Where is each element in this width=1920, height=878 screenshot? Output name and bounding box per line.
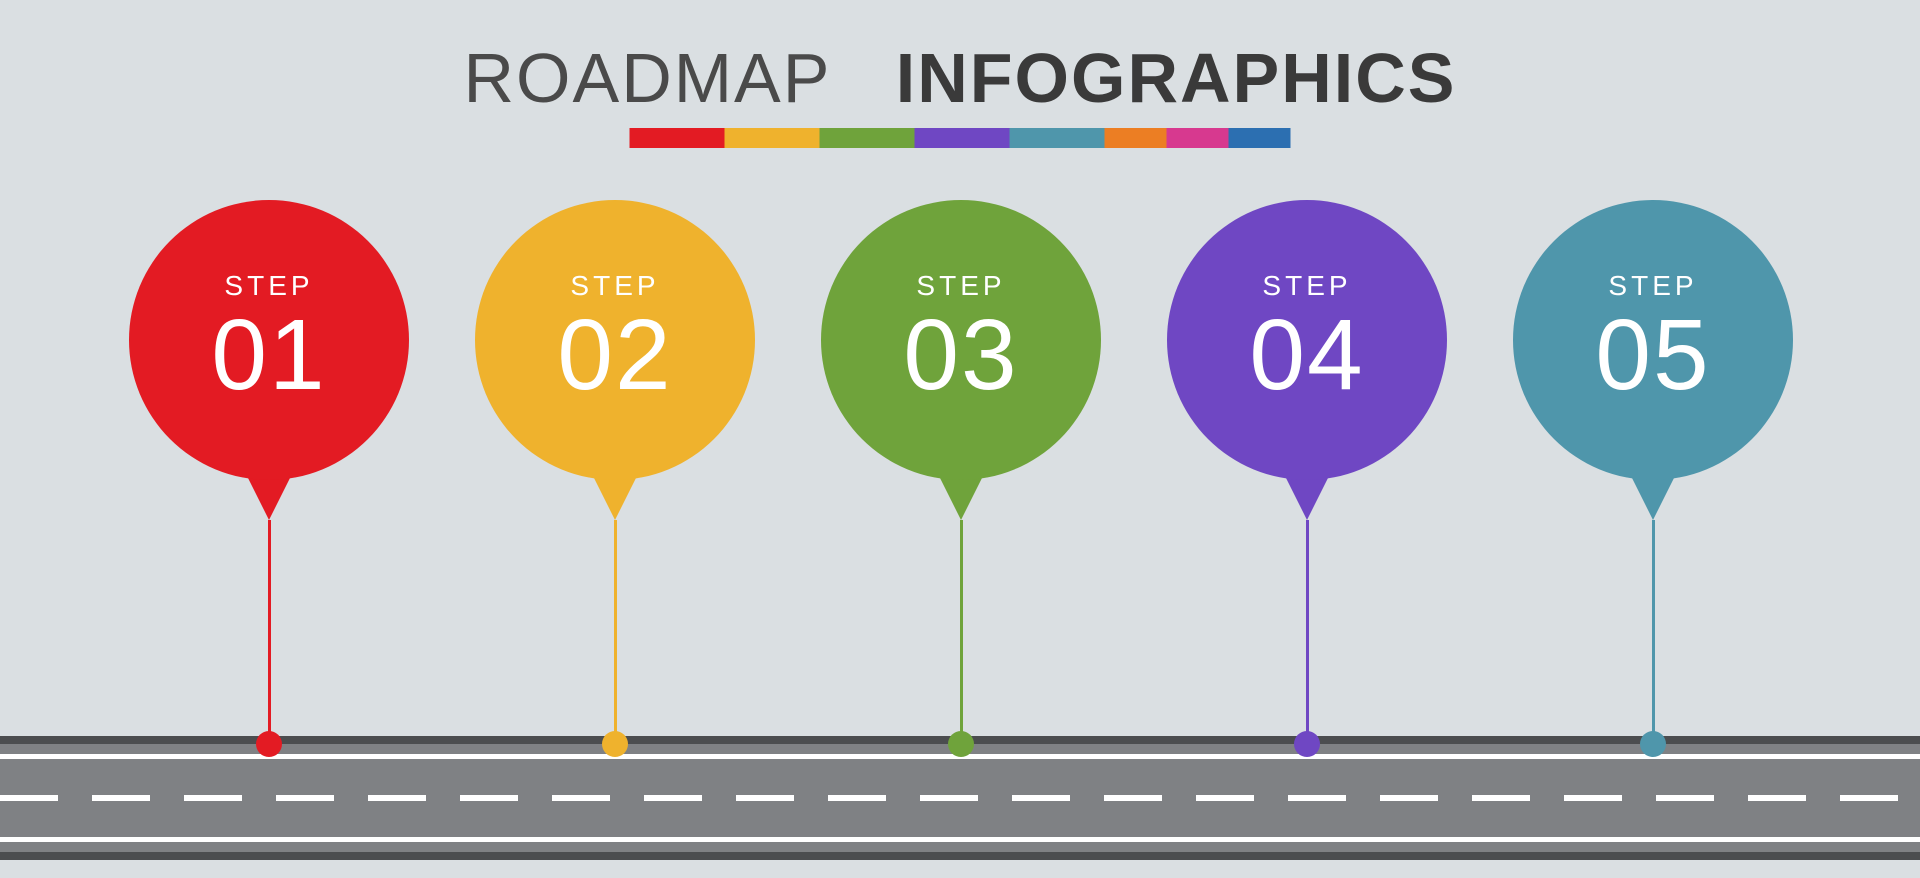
title-word-1: ROADMAP — [464, 39, 832, 117]
step-bubble: STEP04 — [1167, 200, 1447, 480]
road-stripe-bottom — [0, 837, 1920, 842]
step-pin-05: STEP05 — [1513, 200, 1793, 757]
step-pin-02: STEP02 — [475, 200, 755, 757]
step-number: 04 — [1167, 298, 1447, 413]
pin-dot-icon — [602, 731, 628, 757]
colorbar-segment-7 — [1167, 128, 1229, 148]
step-number: 03 — [821, 298, 1101, 413]
step-bubble: STEP05 — [1513, 200, 1793, 480]
title-colorbar — [630, 128, 1291, 148]
step-pin-04: STEP04 — [1167, 200, 1447, 757]
step-pin-03: STEP03 — [821, 200, 1101, 757]
colorbar-segment-4 — [915, 128, 1010, 148]
road-bottom-border — [0, 852, 1920, 860]
pin-stem — [268, 520, 271, 735]
step-bubble: STEP03 — [821, 200, 1101, 480]
pin-stem — [1652, 520, 1655, 735]
pin-dot-icon — [948, 731, 974, 757]
colorbar-segment-5 — [1010, 128, 1105, 148]
pin-stem — [960, 520, 963, 735]
step-number: 02 — [475, 298, 755, 413]
pin-stem — [1306, 520, 1309, 735]
step-bubble: STEP02 — [475, 200, 755, 480]
step-bubble: STEP01 — [129, 200, 409, 480]
step-number: 05 — [1513, 298, 1793, 413]
pin-stem — [614, 520, 617, 735]
page-title: ROADMAP INFOGRAPHICS — [0, 38, 1920, 118]
pin-dot-icon — [1640, 731, 1666, 757]
colorbar-segment-8 — [1229, 128, 1291, 148]
road-center-dashes — [0, 795, 1920, 801]
title-word-2: INFOGRAPHICS — [896, 39, 1457, 117]
colorbar-segment-1 — [630, 128, 725, 148]
colorbar-segment-6 — [1105, 128, 1167, 148]
step-pin-01: STEP01 — [129, 200, 409, 757]
pin-dot-icon — [256, 731, 282, 757]
colorbar-segment-3 — [820, 128, 915, 148]
pin-dot-icon — [1294, 731, 1320, 757]
step-number: 01 — [129, 298, 409, 413]
colorbar-segment-2 — [725, 128, 820, 148]
